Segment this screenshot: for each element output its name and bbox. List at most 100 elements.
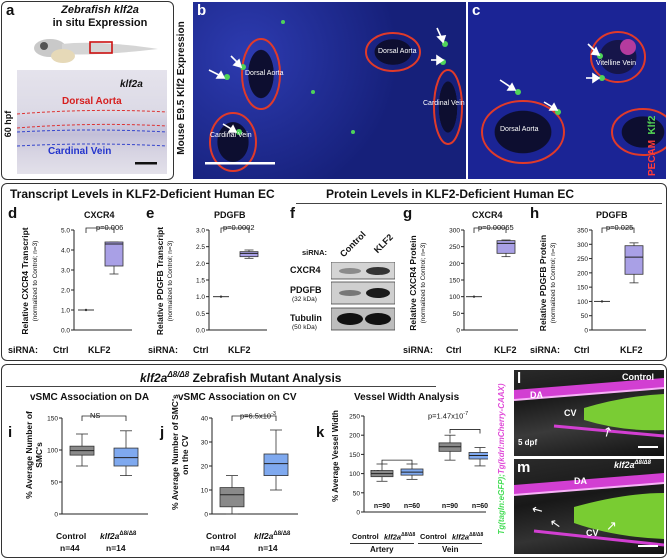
panel-k-pvalue-vein-exp: -7 [463, 411, 469, 417]
panel-h-pvalue: p=0.025 [606, 223, 634, 232]
panel-j-ylabel-main: % Average Number of SMC's [170, 394, 180, 510]
panel-m-vessels [514, 473, 664, 547]
y-tick-label-g-3: 150 [449, 278, 460, 285]
sig-bracket-h [601, 227, 635, 233]
panel-l-da: DA [530, 390, 543, 400]
panel-j-cat-mutant-sup: Δ8/Δ8 [273, 531, 291, 538]
panel-l-side: Tg(kdrl:mCherry-CAAX) [497, 383, 506, 475]
panel-k-letter: k [316, 424, 325, 441]
panel-d-ylabel: Relative CXCR4 Transcript (normalized to… [20, 226, 39, 336]
panel-a-letter: a [6, 2, 15, 19]
panel-lm-side-label: Tg(tagln:eGFP);Tg(kdrl:mCherry-CAAX) [497, 366, 506, 552]
section-transcript-title: Transcript Levels in KLF2-Deficient Huma… [10, 187, 275, 201]
y-tick-label-j-4: 40 [201, 416, 209, 423]
panel-i-cat-mutant-sup: Δ8/Δ8 [119, 531, 137, 538]
panel-e-pvalue: p=0.0002 [223, 223, 255, 232]
y-tick-label-h-7: 350 [577, 228, 588, 235]
panel-d-cat-klf2: KLF2 [88, 345, 111, 355]
panel-e-ylabel-sub: (normalized to Control; n=3) [167, 240, 174, 322]
panel-a-frame [1, 1, 174, 180]
in-situ-cardinal-vein-label: Cardinal Vein [48, 146, 112, 157]
in-situ-vessel-lines [17, 109, 167, 165]
panel-m-condition-gene: klf2a [614, 460, 635, 470]
chart-i: 0 50 100 150 [47, 415, 148, 519]
panel-f-band-label-pdgfb: PDGFB [290, 285, 322, 295]
panel-a-title-line2: in situ Expression [52, 17, 148, 29]
panel-i-pvalue: NS [90, 411, 101, 420]
y-tick-label-h-0: 0 [584, 328, 588, 335]
y-tick-label-d-5: 5.0 [61, 228, 70, 235]
section-mutant-rest: Zebrafish Mutant Analysis [189, 371, 342, 385]
chart-k: 0 50 100 150 200 250 n=90 n=60 n=90 n=60 [349, 414, 488, 517]
panel-d-title: CXCR4 [84, 210, 115, 220]
panel-j-ylabel: % Average Number of SMC's on the CV [170, 394, 190, 510]
section-mutant-sup: Δ8/Δ8 [167, 370, 190, 379]
panel-g-pvalue: p=0.00065 [478, 223, 514, 232]
y-tick-label-h-2: 100 [577, 299, 588, 306]
panel-c-label-vv: Vitelline Vein [596, 60, 636, 67]
box-e-1 [239, 251, 259, 258]
panel-g-cat-klf2: KLF2 [494, 345, 517, 355]
y-tick-label-j-0: 0 [204, 512, 208, 519]
panel-f-band-size-pdgfb: (32 kDa) [292, 296, 317, 303]
panel-m-cv: CV [586, 528, 599, 538]
zebrafish-image-control [514, 370, 664, 456]
chart-d: 0.0 1.0 2.0 3.0 4.0 5.0 [61, 227, 132, 335]
panel-k-group-line-artery [350, 543, 414, 544]
panel-i-ylabel-main: % Average Number of [24, 411, 34, 499]
y-tick-label-h-4: 200 [577, 270, 588, 277]
mouse-e9-5-section-b [193, 2, 466, 179]
panel-i-n-mutant: n=14 [106, 543, 126, 553]
panel-i-letter: i [8, 424, 13, 441]
sig-bracket-e [220, 227, 250, 233]
box-d-1 [104, 241, 124, 267]
panel-g-ylabel-sub: (normalized to Control; n=3) [420, 242, 427, 324]
box-g-1 [496, 240, 516, 254]
panel-j-cat-mutant: klf2aΔ8/Δ8 [254, 531, 290, 541]
panel-k-pvalue-vein: p=1.47x10-7 [428, 411, 468, 421]
y-tick-label-e-6: 3.0 [196, 228, 205, 235]
chart-j: 0 10 20 30 40 [201, 416, 298, 519]
panel-a-title: Zebrafish klf2a in situ Expression [30, 4, 170, 30]
panel-l-condition: Control [622, 372, 654, 382]
panel-j-cat-control: Control [206, 531, 237, 541]
panel-h-ylabel: Relative PDGFB Protein (normalized to Co… [538, 228, 557, 338]
box-point-e-0 [219, 295, 223, 298]
panel-j-title: vSMC Association on CV [178, 392, 297, 403]
panel-d-sirna-label: siRNA: [8, 345, 39, 355]
panel-g-title: CXCR4 [472, 210, 503, 220]
panel-c-legend-pecam: PECAM [647, 139, 658, 176]
panel-k-cat-control-v: Control [420, 532, 447, 541]
in-situ-gene-label: klf2a [120, 79, 143, 90]
panel-f-sirna-label: siRNA: [302, 248, 328, 257]
panel-m-da: DA [574, 476, 587, 486]
zebrafish-larva-illustration [34, 39, 158, 63]
middle-row-frame [1, 183, 667, 361]
y-tick-label-k-2: 100 [349, 471, 360, 478]
y-tick-label-e-5: 2.5 [196, 244, 205, 251]
panel-j-n-mutant: n=14 [258, 543, 278, 553]
panel-m-side: Tg(tagln:eGFP); [497, 474, 506, 535]
section-mutant-underline [6, 386, 436, 387]
panel-d-pvalue: p=0.006 [96, 223, 124, 232]
sig-bracket-i [81, 415, 127, 421]
y-tick-label-e-4: 2.0 [196, 261, 205, 268]
y-tick-label-e-2: 1.0 [196, 294, 205, 301]
y-tick-label-d-2: 2.0 [61, 288, 70, 295]
y-tick-label-k-0: 0 [356, 510, 360, 517]
panel-m-condition-sup: Δ8/Δ8 [634, 460, 651, 466]
panel-i-cat-mutant-gene: klf2a [100, 531, 120, 541]
panel-b-side-title: Mouse E9.5 Klf2 Expression [176, 21, 187, 155]
box-j-1 [263, 453, 289, 477]
y-tick-label-h-3: 150 [577, 285, 588, 292]
sig-bracket-d [85, 227, 115, 233]
y-tick-label-g-6: 300 [449, 228, 460, 235]
y-tick-label-e-0: 0.0 [196, 328, 205, 335]
y-tick-label-k-1: 50 [353, 490, 361, 497]
panel-e-sirna-label: siRNA: [148, 345, 179, 355]
panel-f-letter: f [290, 205, 295, 222]
box-i-1 [113, 447, 139, 467]
sig-bracket-g [473, 227, 507, 233]
sig-bracket-k-artery [381, 459, 413, 465]
panel-f-band-label-cxcr4: CXCR4 [290, 265, 321, 275]
